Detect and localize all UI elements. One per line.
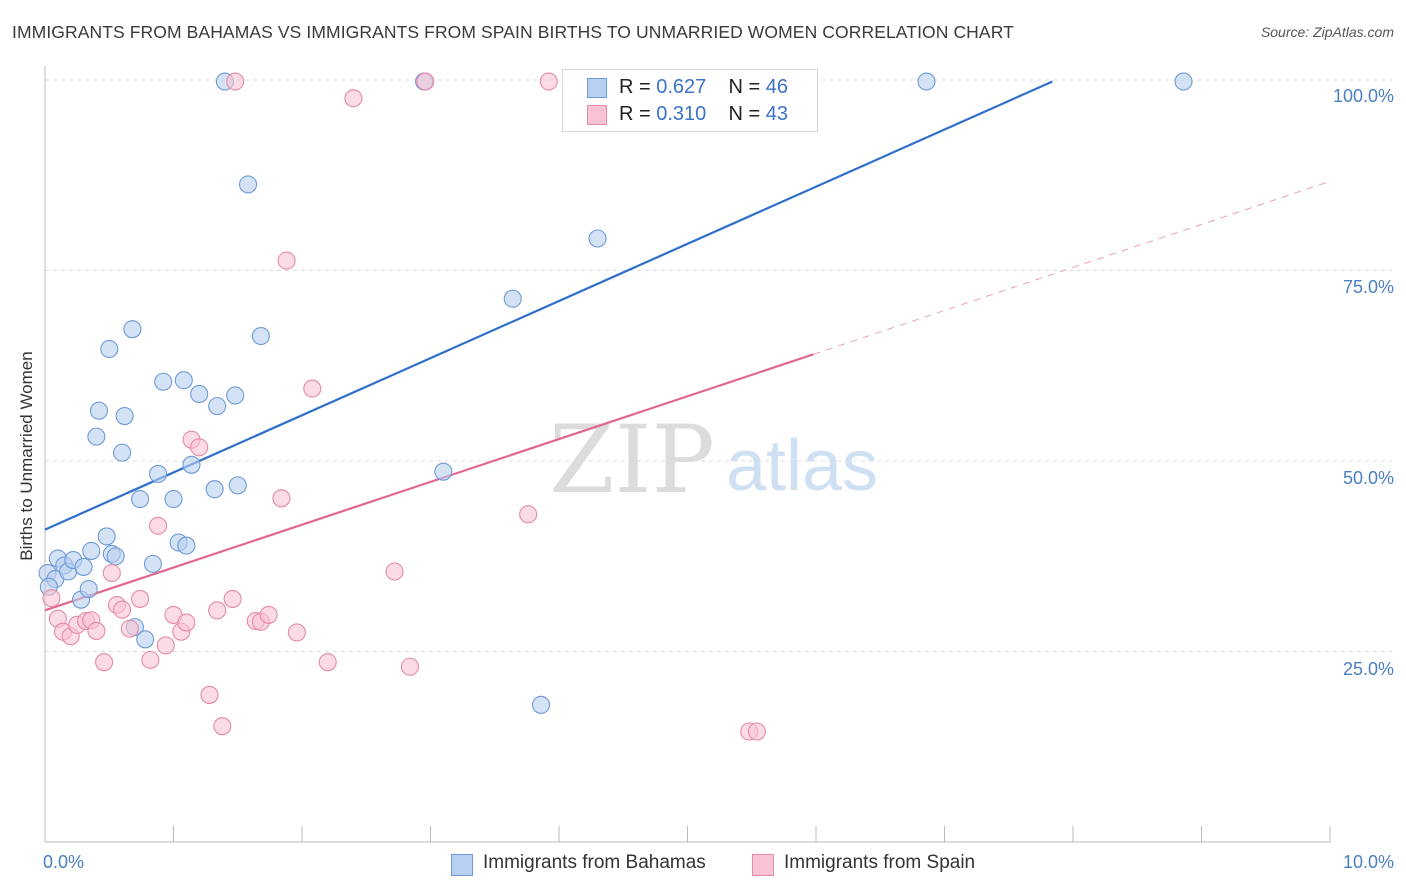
data-point-spain <box>208 601 227 620</box>
data-point-spain <box>519 505 538 524</box>
data-point-spain <box>303 379 322 398</box>
data-point-spain <box>190 438 209 457</box>
source-label: Source: ZipAtlas.com <box>1260 24 1394 40</box>
trend-line-1 <box>44 353 814 612</box>
data-point-spain <box>287 623 306 642</box>
y-tick-label: 75.0% <box>1342 277 1394 297</box>
data-point-spain <box>102 563 121 583</box>
correlation-legend: R = 0.627 N = 46 R = 0.310 N = 43 <box>562 69 818 132</box>
data-point-bahamas <box>205 480 224 499</box>
data-point-spain <box>272 489 291 508</box>
data-point-bahamas <box>143 554 162 573</box>
data-point-bahamas <box>82 541 101 560</box>
legend-swatch-spain <box>587 105 607 125</box>
data-point-bahamas <box>208 397 227 416</box>
data-point-spain <box>113 600 132 619</box>
data-point-bahamas <box>917 72 936 91</box>
y-tick-label: 100.0% <box>1332 86 1394 106</box>
r-label: R = <box>619 103 651 125</box>
r-value-bahamas: 0.627 <box>656 76 707 98</box>
data-point-bahamas <box>434 462 453 481</box>
data-point-spain <box>344 89 363 108</box>
data-point-bahamas <box>74 557 93 576</box>
data-point-spain <box>141 650 160 669</box>
trend-line-extension <box>813 180 1331 355</box>
data-point-spain <box>539 72 558 91</box>
data-point-spain <box>400 657 419 676</box>
data-point-spain <box>385 562 404 581</box>
data-point-bahamas <box>1174 72 1193 91</box>
data-point-bahamas <box>79 579 98 599</box>
data-point-bahamas <box>190 384 209 403</box>
data-point-bahamas <box>226 386 245 405</box>
y-tick-label: 50.0% <box>1342 468 1394 488</box>
n-value-bahamas: 46 <box>765 76 789 98</box>
data-point-bahamas <box>588 229 607 248</box>
x-tick-label: 0.0% <box>43 852 85 872</box>
data-point-bahamas <box>503 289 522 308</box>
data-point-spain <box>223 589 242 608</box>
data-point-spain <box>318 653 337 672</box>
data-point-spain <box>416 72 435 91</box>
data-point-spain <box>177 613 196 632</box>
data-point-bahamas <box>113 443 132 462</box>
legend-swatch-bahamas <box>587 78 607 98</box>
data-point-bahamas <box>131 490 150 509</box>
legend-swatch-bahamas <box>451 854 473 876</box>
data-point-spain <box>213 717 232 736</box>
data-point-bahamas <box>89 401 109 420</box>
chart-title: IMMIGRANTS FROM BAHAMAS VS IMMIGRANTS FR… <box>12 22 1014 42</box>
n-label: N = <box>728 76 761 98</box>
data-point-bahamas <box>531 695 551 714</box>
data-point-spain <box>120 619 139 638</box>
r-label: R = <box>619 76 651 98</box>
data-point-spain <box>226 72 245 91</box>
data-point-bahamas <box>177 536 196 555</box>
n-label: N = <box>728 103 761 125</box>
data-point-bahamas <box>238 175 258 194</box>
data-point-bahamas <box>106 547 125 566</box>
data-point-spain <box>131 589 150 608</box>
trend-line-0 <box>44 80 1053 531</box>
watermark-zip: ZIP <box>549 406 715 515</box>
x-tick-label: 10.0% <box>1342 852 1394 872</box>
n-value-spain: 43 <box>765 103 789 125</box>
data-point-bahamas <box>182 455 201 474</box>
data-point-spain <box>200 685 219 704</box>
data-point-spain <box>95 653 114 672</box>
data-point-spain <box>747 722 766 741</box>
legend-label-spain: Immigrants from Spain <box>784 852 976 873</box>
watermark-atlas: atlas <box>726 426 878 506</box>
data-point-bahamas <box>174 371 193 390</box>
data-point-bahamas <box>115 406 134 426</box>
data-point-bahamas <box>251 326 270 346</box>
y-tick-label: 25.0% <box>1342 659 1394 679</box>
data-point-bahamas <box>100 339 119 359</box>
data-point-spain <box>42 589 61 608</box>
data-point-spain <box>259 605 278 624</box>
data-point-spain <box>87 621 106 640</box>
data-point-spain <box>277 251 296 270</box>
legend-swatch-spain <box>752 854 774 876</box>
data-point-bahamas <box>123 320 142 339</box>
data-point-bahamas <box>154 372 173 391</box>
r-value-spain: 0.310 <box>656 103 707 125</box>
data-point-bahamas <box>228 476 247 495</box>
data-point-bahamas <box>136 630 155 649</box>
data-point-bahamas <box>87 427 106 446</box>
data-point-spain <box>156 636 175 655</box>
data-point-bahamas <box>97 527 116 546</box>
data-point-spain <box>149 516 168 535</box>
legend-label-bahamas: Immigrants from Bahamas <box>483 852 706 873</box>
data-point-bahamas <box>149 464 168 484</box>
data-point-bahamas <box>164 490 183 509</box>
